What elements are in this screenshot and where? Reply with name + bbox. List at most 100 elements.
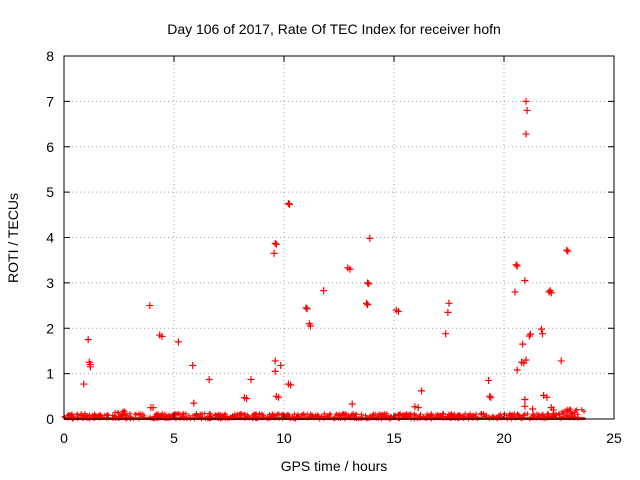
data-point xyxy=(205,376,213,384)
baseline-point xyxy=(242,415,248,421)
baseline-point xyxy=(428,415,434,421)
baseline-point xyxy=(386,415,392,421)
x-tick-label: 25 xyxy=(606,430,622,446)
data-point xyxy=(149,404,157,412)
baseline-point xyxy=(458,413,464,419)
data-point xyxy=(80,380,88,388)
data-point xyxy=(366,234,374,242)
data-point xyxy=(303,305,311,313)
data-point xyxy=(522,97,530,105)
data-point xyxy=(271,367,279,375)
baseline-point xyxy=(252,412,258,418)
data-point xyxy=(286,200,293,208)
baseline-point xyxy=(327,411,333,417)
y-tick-label: 7 xyxy=(46,93,54,109)
data-point xyxy=(512,261,520,269)
data-point xyxy=(270,249,278,257)
baseline-point xyxy=(424,411,430,417)
baseline-point xyxy=(249,415,255,421)
data-point xyxy=(243,395,251,403)
baseline-point xyxy=(245,414,251,420)
baseline-point xyxy=(256,411,262,417)
data-point xyxy=(277,361,285,369)
y-tick-label: 4 xyxy=(46,230,54,246)
baseline-point xyxy=(365,415,371,421)
baseline-point xyxy=(336,411,342,417)
baseline-point xyxy=(423,415,429,421)
data-point xyxy=(442,330,450,338)
baseline-point xyxy=(179,413,185,419)
baseline-point xyxy=(155,411,161,417)
data-point xyxy=(521,402,529,410)
data-point xyxy=(363,299,370,307)
baseline-point xyxy=(358,411,364,417)
baseline-point xyxy=(170,411,176,417)
x-tick-labels: 0 5 10 15 20 25 xyxy=(60,430,622,446)
baseline-point xyxy=(315,413,321,419)
y-tick-label: 2 xyxy=(46,320,54,336)
y-tick-labels: 0 1 2 3 4 5 6 7 8 xyxy=(46,48,54,427)
baseline-point xyxy=(97,413,103,419)
data-point xyxy=(521,395,529,403)
baseline-point xyxy=(396,412,402,418)
baseline-point xyxy=(74,412,80,418)
data-point xyxy=(522,356,530,364)
baseline-point xyxy=(269,411,275,417)
baseline-point xyxy=(206,411,212,417)
baseline-point xyxy=(581,408,587,414)
data-point xyxy=(564,247,572,255)
data-point xyxy=(543,393,551,401)
baseline-point xyxy=(105,411,111,417)
baseline-point xyxy=(522,411,528,417)
baseline-point xyxy=(542,414,548,420)
data-point xyxy=(519,340,527,348)
data-point xyxy=(537,325,545,333)
baseline-point xyxy=(232,413,238,419)
baseline-point xyxy=(566,406,572,412)
baseline-point xyxy=(564,412,570,418)
data-point xyxy=(523,106,531,114)
baseline-point xyxy=(273,413,279,419)
baseline-point xyxy=(557,415,563,421)
baseline-point xyxy=(565,409,571,415)
data-point xyxy=(275,393,282,401)
x-tick-label: 15 xyxy=(386,430,402,446)
data-point xyxy=(513,262,521,270)
baseline-point xyxy=(408,411,414,417)
baseline-point xyxy=(381,414,387,420)
baseline-point xyxy=(534,411,540,417)
baseline-point xyxy=(545,413,551,419)
baseline-point xyxy=(569,410,575,416)
baseline-point xyxy=(291,411,297,417)
baseline-point xyxy=(462,411,468,417)
data-point xyxy=(522,130,530,138)
data-point xyxy=(414,404,422,412)
data-point xyxy=(563,246,571,254)
data-point xyxy=(158,332,166,340)
chart-title: Day 106 of 2017, Rate Of TEC Index for r… xyxy=(167,21,501,37)
data-point xyxy=(84,336,92,344)
baseline-point xyxy=(313,412,319,418)
baseline-point xyxy=(573,407,579,413)
baseline-point xyxy=(133,411,139,417)
baseline-point xyxy=(82,413,88,419)
baseline-point xyxy=(482,414,488,420)
baseline-point xyxy=(530,412,536,418)
y-tick-label: 3 xyxy=(46,275,54,291)
baseline-point xyxy=(285,412,291,418)
baseline-point xyxy=(166,413,172,419)
data-point xyxy=(418,387,425,395)
baseline-point xyxy=(350,411,356,417)
data-point xyxy=(485,376,493,384)
baseline-point xyxy=(512,415,518,421)
baseline-point xyxy=(110,415,116,421)
data-point xyxy=(550,406,557,414)
baseline-point xyxy=(481,411,487,417)
baseline-point xyxy=(502,411,508,417)
baseline-point xyxy=(321,413,327,419)
data-point xyxy=(272,240,280,248)
baseline-point xyxy=(127,411,133,417)
baseline-point xyxy=(214,412,220,418)
